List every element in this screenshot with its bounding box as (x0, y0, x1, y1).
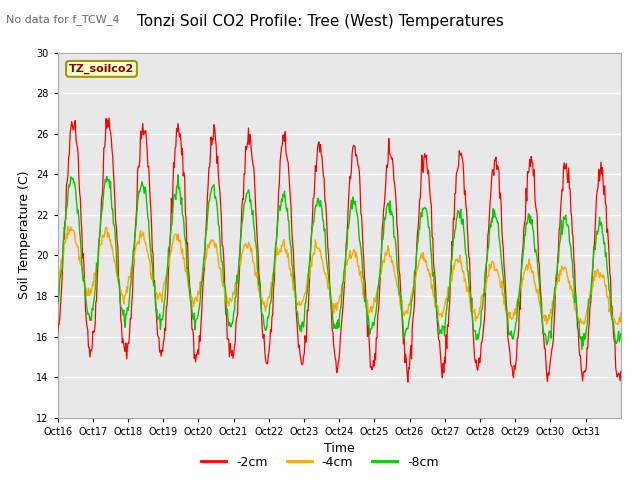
Text: Tonzi Soil CO2 Profile: Tree (West) Temperatures: Tonzi Soil CO2 Profile: Tree (West) Temp… (136, 14, 504, 29)
Y-axis label: Soil Temperature (C): Soil Temperature (C) (17, 171, 31, 300)
Legend: -2cm, -4cm, -8cm: -2cm, -4cm, -8cm (196, 451, 444, 474)
X-axis label: Time: Time (324, 442, 355, 455)
Text: No data for f_TCW_4: No data for f_TCW_4 (6, 14, 120, 25)
Text: TZ_soilco2: TZ_soilco2 (69, 64, 134, 74)
